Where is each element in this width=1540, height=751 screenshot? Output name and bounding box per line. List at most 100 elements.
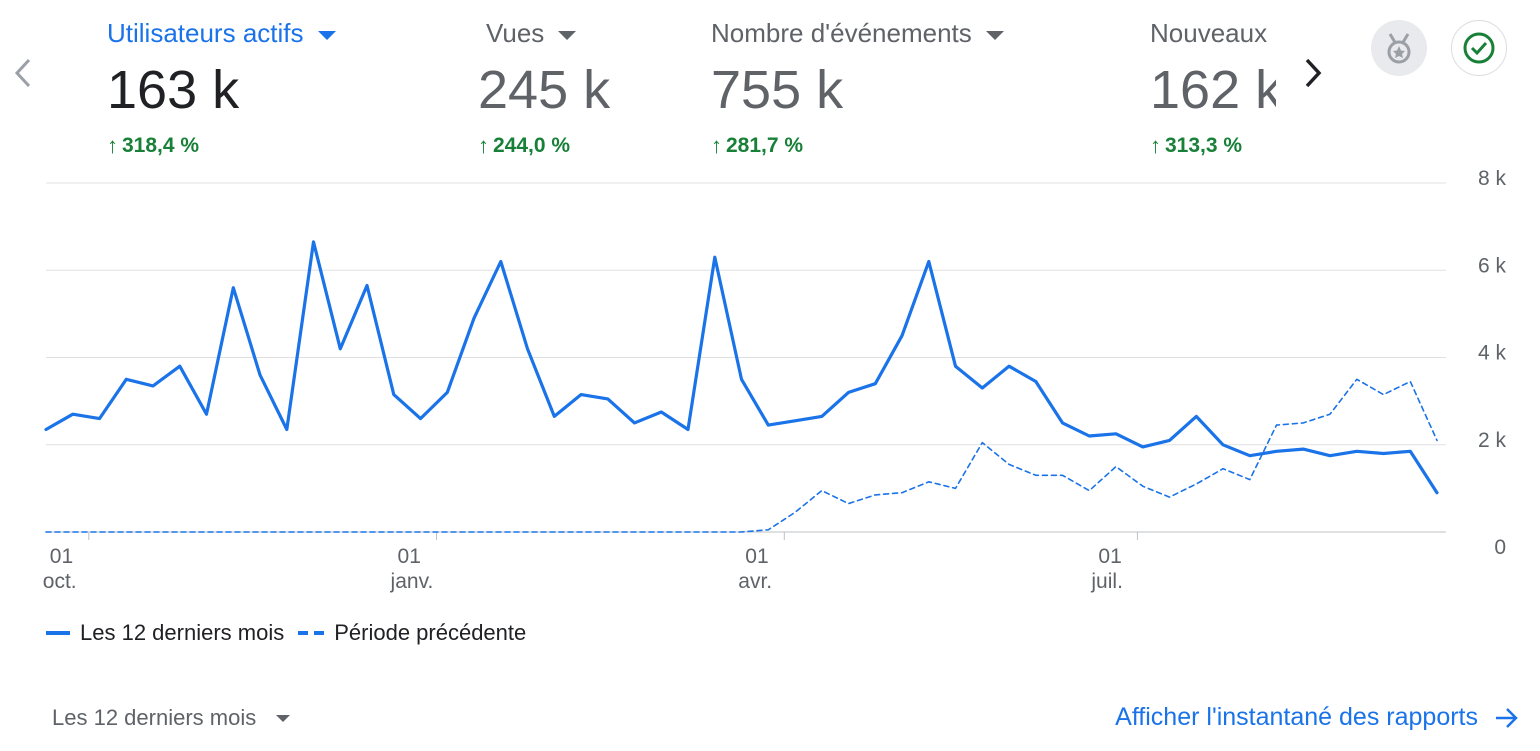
period-dropdown[interactable]: Les 12 derniers mois [52,705,291,731]
caret-down-icon [558,30,577,40]
data-point-previous [1248,478,1252,482]
chevron-left-icon [14,58,31,88]
data-point-current [151,384,155,388]
data-point-current [1301,447,1305,451]
check-glyph [1463,32,1495,64]
data-point-previous [258,530,262,534]
data-point-current [633,421,637,425]
data-point-previous [740,530,744,534]
metric-value: 755 k [711,60,844,120]
data-point-current [499,260,503,264]
data-point-previous [312,530,316,534]
data-point-previous [71,530,75,534]
data-point-previous [766,528,770,532]
data-point-previous [419,530,423,534]
metric-active-users[interactable]: Utilisateurs actifs 163 k ↑ 318,4 % [107,18,407,168]
x-tick-day: 01 [745,545,768,568]
data-point-current [606,397,610,401]
data-point-current [900,334,904,338]
data-point-previous [1301,421,1305,425]
metric-change: ↑ 313,3 % [1150,133,1243,158]
data-point-current [1007,364,1011,368]
data-point-previous [579,530,583,534]
previous-metric-button[interactable] [8,50,38,96]
data-point-previous [1328,412,1332,416]
y-tick-label: 2 k [1478,429,1507,452]
metric-change: ↑ 244,0 % [478,133,571,158]
caret-down-icon [317,30,336,40]
data-point-previous [793,510,797,514]
metric-new-users[interactable]: Nouveaux 162 k ↑ 313,3 % [1150,18,1276,168]
data-point-current [445,390,449,394]
data-point-previous [1382,393,1386,397]
data-point-previous [178,530,182,534]
data-point-previous [285,530,289,534]
data-point-current [1355,449,1359,453]
data-point-current [1087,434,1091,438]
data-point-previous [526,530,530,534]
data-point-current [1328,454,1332,458]
data-point-previous [847,502,851,506]
data-point-current [1194,414,1198,418]
data-point-previous [151,530,155,534]
metric-change: ↑ 318,4 % [107,133,200,158]
data-point-current [1114,432,1118,436]
metric-change: ↑ 281,7 % [711,133,804,158]
data-point-previous [1168,495,1172,499]
data-point-current [419,417,423,421]
x-tick-month: juil. [1090,570,1123,593]
data-point-previous [1435,438,1439,442]
metric-event-count[interactable]: Nombre d'événements 755 k ↑ 281,7 % [711,18,1071,168]
data-point-previous [205,530,209,534]
data-point-previous [338,530,342,534]
data-point-previous [499,530,503,534]
medal-icon[interactable] [1371,20,1427,76]
legend-item-current: Les 12 derniers mois [46,620,284,646]
data-point-current [1435,491,1439,495]
metric-views[interactable]: Vues 245 k ↑ 244,0 % [478,18,678,168]
series-line-previous-period [45,378,1438,533]
check-circle-icon[interactable] [1451,20,1507,76]
metric-label[interactable]: Nombre d'événements [711,18,1071,49]
data-point-previous [445,530,449,534]
arrow-up-icon: ↑ [1150,133,1161,158]
data-point-previous [900,491,904,495]
arrow-up-icon: ↑ [711,133,722,158]
arrow-up-icon: ↑ [478,133,489,158]
data-point-previous [365,530,369,534]
data-point-current [552,414,556,418]
data-point-current [526,347,530,351]
data-point-current [472,316,476,320]
legend-dashed-swatch [298,631,325,635]
data-point-current [98,417,102,421]
data-point-previous [231,530,235,534]
metric-label[interactable]: Vues [478,18,678,49]
data-point-previous [659,530,663,534]
medal-glyph [1387,33,1411,64]
data-point-current [258,373,262,377]
data-point-current [1141,445,1145,449]
next-metric-button[interactable] [1296,50,1330,96]
data-point-previous [686,530,690,534]
metric-value: 163 k [107,60,240,120]
data-point-current [365,284,369,288]
data-point-current [873,382,877,386]
data-point-previous [1061,473,1065,477]
data-point-current [392,393,396,397]
data-point-previous [927,480,931,484]
data-point-previous [552,530,556,534]
data-point-previous [606,530,610,534]
metric-label[interactable]: Nouveaux [1150,18,1268,48]
data-point-current [338,347,342,351]
view-reports-snapshot-link[interactable]: Afficher l'instantané des rapports [1115,703,1520,732]
series-line-last-12-months [44,240,1439,495]
data-point-previous [1355,377,1359,381]
data-point-current [1061,421,1065,425]
x-tick-day: 01 [1098,545,1121,568]
data-point-current [793,419,797,423]
metric-label[interactable]: Utilisateurs actifs [107,18,407,49]
data-point-previous [1034,473,1038,477]
arrow-right-icon [1496,707,1518,728]
data-point-current [713,255,717,259]
data-point-previous [472,530,476,534]
